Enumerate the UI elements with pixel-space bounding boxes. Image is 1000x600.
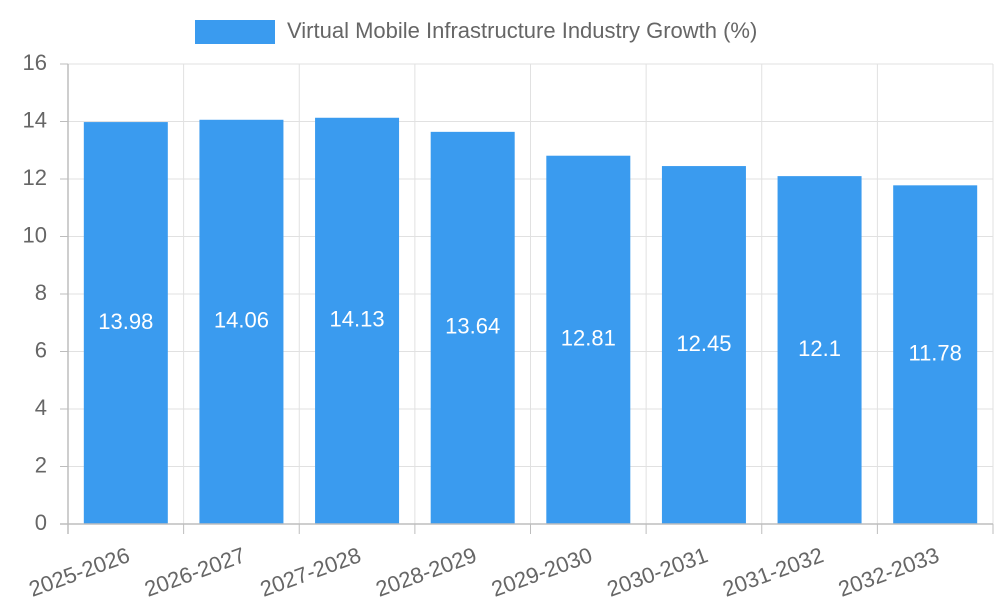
bar-value-label: 14.13	[330, 307, 385, 332]
x-tick-label: 2028-2029	[372, 542, 479, 600]
bar-value-label: 11.78	[908, 340, 961, 365]
y-tick-label: 2	[35, 452, 47, 477]
x-tick-label: 2031-2032	[719, 542, 826, 600]
bar-value-label: 12.81	[561, 326, 616, 351]
x-tick-label: 2032-2033	[835, 542, 942, 600]
bar[interactable]	[315, 117, 400, 524]
x-tick-label: 2025-2026	[26, 542, 133, 600]
y-tick-label: 10	[23, 222, 47, 247]
bar[interactable]	[893, 185, 978, 524]
legend-label[interactable]: Virtual Mobile Infrastructure Industry G…	[287, 18, 757, 43]
y-tick-label: 6	[35, 337, 47, 362]
bar-value-label: 14.06	[214, 308, 269, 333]
bar-value-label: 12.45	[676, 331, 731, 356]
bar[interactable]	[199, 119, 284, 525]
x-tick-label: 2030-2031	[604, 542, 711, 600]
bar[interactable]	[546, 155, 631, 524]
y-tick-label: 8	[35, 280, 47, 305]
y-tick-label: 12	[23, 165, 47, 190]
y-tick-label: 0	[35, 510, 47, 535]
bar-value-label: 12.1	[798, 336, 841, 361]
legend[interactable]: Virtual Mobile Infrastructure Industry G…	[195, 18, 757, 44]
x-tick-label: 2029-2030	[488, 542, 595, 600]
bar[interactable]	[430, 131, 515, 524]
legend-swatch[interactable]	[195, 20, 275, 44]
y-tick-label: 4	[35, 395, 47, 420]
x-tick-label: 2026-2027	[141, 542, 248, 600]
bar[interactable]	[777, 176, 862, 524]
y-tick-label: 16	[23, 50, 47, 75]
bars	[83, 117, 978, 525]
bar[interactable]	[83, 122, 168, 524]
bar-value-label: 13.98	[98, 309, 153, 334]
bar[interactable]	[661, 166, 746, 524]
x-tick-label: 2027-2028	[257, 542, 364, 600]
y-tick-label: 14	[23, 107, 47, 132]
bar-value-label: 13.64	[445, 314, 500, 339]
axes	[60, 63, 994, 534]
